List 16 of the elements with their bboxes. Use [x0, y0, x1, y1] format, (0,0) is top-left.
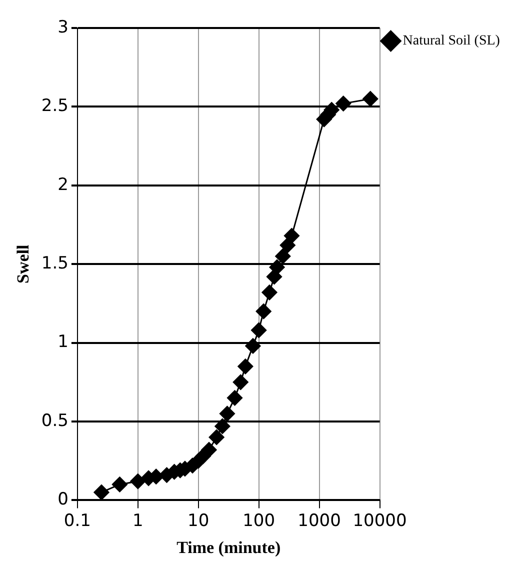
y-tick-label: 0.5 — [41, 410, 68, 431]
y-tick-label: 2.5 — [41, 96, 68, 116]
legend-label: Natural Soil (SL) — [402, 34, 500, 49]
x-tick-label: 10 — [188, 510, 210, 531]
x-tick-label: 0.1 — [64, 510, 91, 531]
x-tick-label: 10000 — [352, 510, 407, 531]
x-tick-label: 1 — [132, 510, 144, 531]
y-tick-label: 1 — [58, 332, 68, 352]
x-tick-label: 1000 — [298, 510, 341, 531]
y-tick-label: 2 — [58, 174, 68, 195]
y-tick-label: 3 — [58, 17, 68, 38]
x-axis-title: Time (minute) — [176, 538, 281, 558]
y-tick-label: 0 — [58, 490, 68, 510]
y-axis-title: Swell — [14, 244, 33, 284]
x-tick-label: 100 — [242, 510, 276, 531]
y-tick-label: 1.5 — [41, 254, 68, 274]
